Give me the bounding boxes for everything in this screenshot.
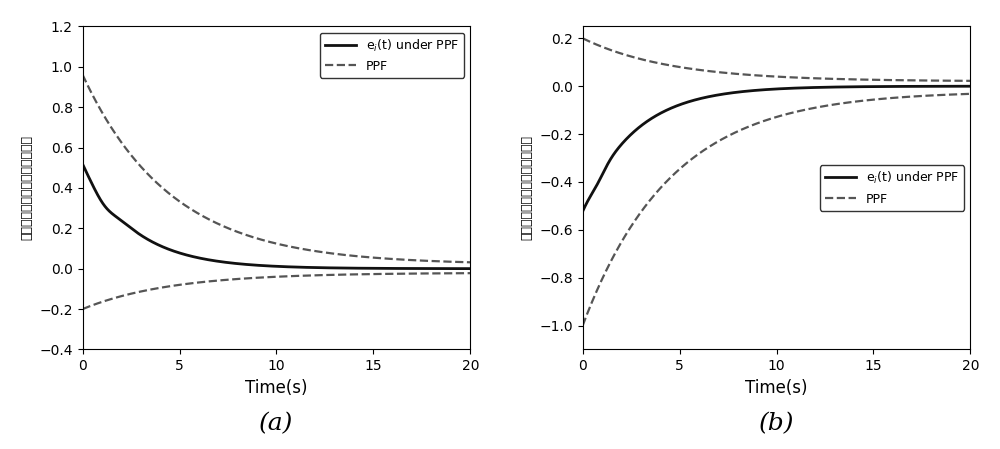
- e$_i$(t) under PPF: [242, 262, 254, 267]
- X-axis label: Time(s): Time(s): [245, 379, 308, 397]
- PPF: [964, 78, 976, 84]
- e$_i$(t) under PPF: [77, 162, 89, 167]
- Text: (b): (b): [759, 413, 794, 436]
- e$_i$(t) under PPF: [644, 117, 656, 122]
- e$_i$(t) under PPF: [621, 136, 633, 141]
- Line: PPF: PPF: [83, 75, 470, 262]
- Legend: e$_i$(t) under PPF, PPF: e$_i$(t) under PPF, PPF: [320, 33, 464, 78]
- PPF: [144, 173, 156, 179]
- PPF: [725, 71, 737, 76]
- PPF: [644, 59, 656, 64]
- e$_i$(t) under PPF: [742, 88, 754, 94]
- e$_i$(t) under PPF: [957, 84, 969, 89]
- PPF: [242, 233, 254, 238]
- PPF: [915, 78, 927, 83]
- Line: e$_i$(t) under PPF: e$_i$(t) under PPF: [83, 164, 470, 269]
- e$_i$(t) under PPF: [415, 266, 427, 271]
- PPF: [742, 72, 754, 78]
- Text: (a): (a): [259, 413, 294, 436]
- PPF: [577, 35, 589, 41]
- e$_i$(t) under PPF: [464, 266, 476, 271]
- Line: e$_i$(t) under PPF: e$_i$(t) under PPF: [583, 86, 970, 211]
- X-axis label: Time(s): Time(s): [745, 379, 808, 397]
- Line: PPF: PPF: [583, 38, 970, 81]
- e$_i$(t) under PPF: [915, 84, 927, 89]
- e$_i$(t) under PPF: [964, 84, 976, 89]
- e$_i$(t) under PPF: [144, 238, 156, 243]
- e$_i$(t) under PPF: [577, 209, 589, 214]
- PPF: [464, 260, 476, 265]
- e$_i$(t) under PPF: [725, 90, 737, 96]
- e$_i$(t) under PPF: [225, 260, 237, 266]
- e$_i$(t) under PPF: [121, 222, 133, 228]
- PPF: [457, 260, 469, 265]
- PPF: [225, 227, 237, 232]
- e$_i$(t) under PPF: [457, 266, 469, 271]
- Y-axis label: 预设性能边界约束下的跟踪误差: 预设性能边界约束下的跟踪误差: [521, 136, 534, 240]
- PPF: [621, 53, 633, 58]
- Legend: e$_i$(t) under PPF, PPF: e$_i$(t) under PPF, PPF: [820, 165, 964, 211]
- PPF: [77, 72, 89, 78]
- PPF: [121, 147, 133, 152]
- PPF: [415, 258, 427, 263]
- Y-axis label: 预设性能边界约束下的跟踪误差: 预设性能边界约束下的跟踪误差: [21, 136, 34, 240]
- PPF: [957, 78, 969, 84]
